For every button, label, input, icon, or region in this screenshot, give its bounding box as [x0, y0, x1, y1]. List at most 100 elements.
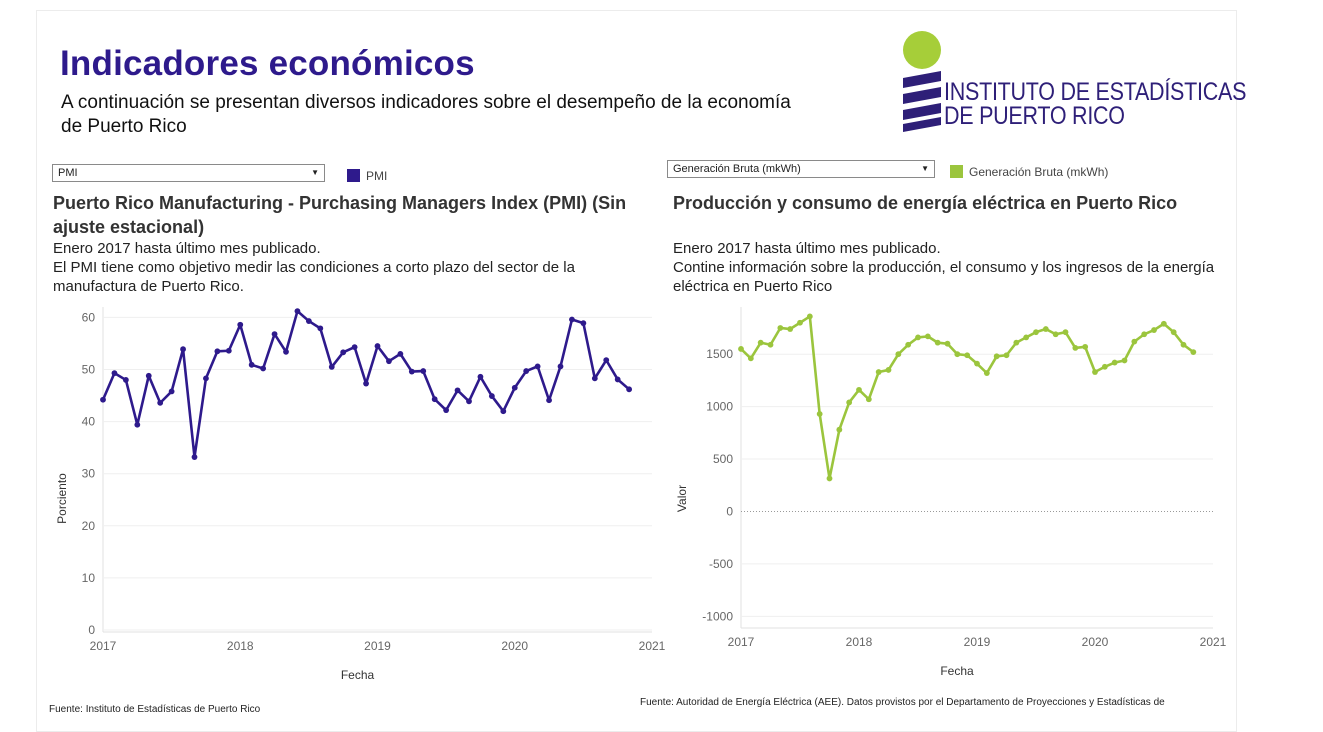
data-point: [836, 426, 843, 433]
x-tick-label: 2017: [728, 635, 755, 649]
logo-text: INSTITUTO DE ESTADÍSTICAS DE PUERTO RICO: [944, 78, 1247, 130]
data-point: [757, 339, 764, 346]
data-point: [875, 369, 882, 375]
data-point: [477, 373, 484, 380]
data-point: [214, 348, 221, 355]
y-tick-label: -500: [709, 557, 733, 571]
y-tick-label: 40: [82, 415, 96, 429]
x-tick-label: 2020: [1082, 635, 1109, 649]
data-point: [905, 341, 912, 348]
data-point: [747, 355, 754, 362]
page-subtitle: A continuación se presentan diversos ind…: [61, 92, 791, 137]
data-point: [511, 384, 518, 391]
data-point: [614, 376, 621, 383]
data-point: [408, 368, 415, 375]
x-tick-label: 2019: [964, 635, 991, 649]
legend-label-energy: Generación Bruta (mkWh): [969, 165, 1109, 179]
data-point: [328, 364, 335, 370]
logo-text-line1: INSTITUTO DE ESTADÍSTICAS: [944, 78, 1247, 106]
data-point: [546, 397, 552, 404]
indicator-dropdown-left[interactable]: PMI ▼: [52, 164, 325, 182]
x-axis-label: Fecha: [940, 664, 974, 678]
data-point: [924, 333, 931, 340]
chart-desc-energy: Enero 2017 hasta último mes publicado. C…: [673, 239, 1218, 296]
data-point: [534, 363, 541, 370]
data-point: [180, 346, 186, 353]
data-point: [203, 375, 209, 382]
data-point: [157, 399, 164, 406]
y-tick-label: 500: [713, 452, 733, 466]
data-point: [523, 368, 530, 374]
logo-text-line2: DE PUERTO RICO: [944, 102, 1125, 130]
data-point: [591, 375, 598, 382]
y-tick-label: 0: [88, 623, 95, 637]
data-point: [237, 321, 244, 328]
data-point: [603, 357, 610, 364]
data-point: [974, 360, 980, 367]
legend-right[interactable]: Generación Bruta (mkWh): [950, 165, 1108, 179]
data-point: [865, 396, 872, 403]
chart-title-energy: Producción y consumo de energía eléctric…: [673, 193, 1178, 213]
y-axis-label: Valor: [675, 485, 689, 512]
data-point: [1121, 357, 1128, 364]
source-note-right: Fuente: Autoridad de Energía Eléctrica (…: [640, 697, 1165, 708]
x-tick-label: 2018: [227, 639, 254, 653]
data-point: [826, 475, 833, 482]
data-point: [397, 350, 404, 357]
y-tick-label: -1000: [702, 609, 733, 623]
data-point: [283, 348, 289, 355]
x-axis-label: Fecha: [341, 668, 375, 682]
data-point: [1141, 331, 1148, 338]
data-point: [1023, 334, 1030, 341]
x-tick-label: 2017: [90, 639, 117, 653]
data-point: [1131, 338, 1138, 345]
data-point: [454, 387, 461, 394]
chart-title-pmi: Puerto Rico Manufacturing - Purchasing M…: [53, 193, 627, 237]
series-line: [740, 315, 1195, 480]
data-point: [1092, 369, 1098, 375]
data-point: [954, 351, 961, 358]
data-point: [111, 370, 118, 377]
data-point: [738, 346, 744, 352]
chart-desc-energy-line1: Enero 2017 hasta último mes publicado.: [673, 240, 941, 257]
dropdown-value: PMI: [58, 167, 78, 179]
data-point: [1003, 352, 1010, 359]
y-tick-label: 10: [82, 571, 96, 585]
energy-line-chart: -1000 -500 0 500 1000 1500 2017 2018 2019 2020 202…: [675, 307, 1227, 678]
data-point: [797, 319, 803, 326]
data-point: [846, 399, 853, 406]
data-point: [626, 386, 633, 393]
data-point: [260, 365, 267, 372]
data-point: [191, 454, 198, 460]
data-point: [569, 316, 575, 323]
indicator-dropdown-right[interactable]: Generación Bruta (mkWh) ▼: [667, 160, 935, 178]
data-point: [134, 421, 141, 428]
data-point: [305, 318, 312, 324]
data-point: [1151, 327, 1157, 333]
page-title: Indicadores económicos: [60, 44, 475, 83]
legend-label-pmi: PMI: [366, 169, 388, 183]
data-point: [934, 339, 941, 346]
y-axis-label: Porciento: [55, 473, 69, 524]
data-point: [1170, 329, 1177, 336]
data-point: [500, 408, 507, 415]
legend-swatch-pmi: [347, 169, 360, 182]
legend-left[interactable]: PMI: [347, 169, 387, 183]
legend-swatch-energy: [950, 165, 963, 178]
y-tick-label: 60: [82, 310, 96, 324]
y-tick-label: 50: [82, 363, 96, 377]
y-tick-label: 1000: [706, 400, 733, 414]
data-point: [767, 341, 774, 348]
data-point: [580, 320, 587, 327]
chevron-down-icon: ▼: [921, 164, 929, 173]
institute-logo: [903, 31, 941, 132]
data-point: [386, 358, 392, 365]
data-point: [351, 344, 358, 351]
data-point: [787, 326, 794, 332]
data-point: [271, 331, 278, 337]
data-point: [374, 343, 381, 349]
y-tick-label: 20: [82, 519, 96, 533]
data-point: [340, 349, 347, 356]
data-point: [1072, 344, 1079, 351]
y-tick-label: 0: [726, 504, 733, 518]
